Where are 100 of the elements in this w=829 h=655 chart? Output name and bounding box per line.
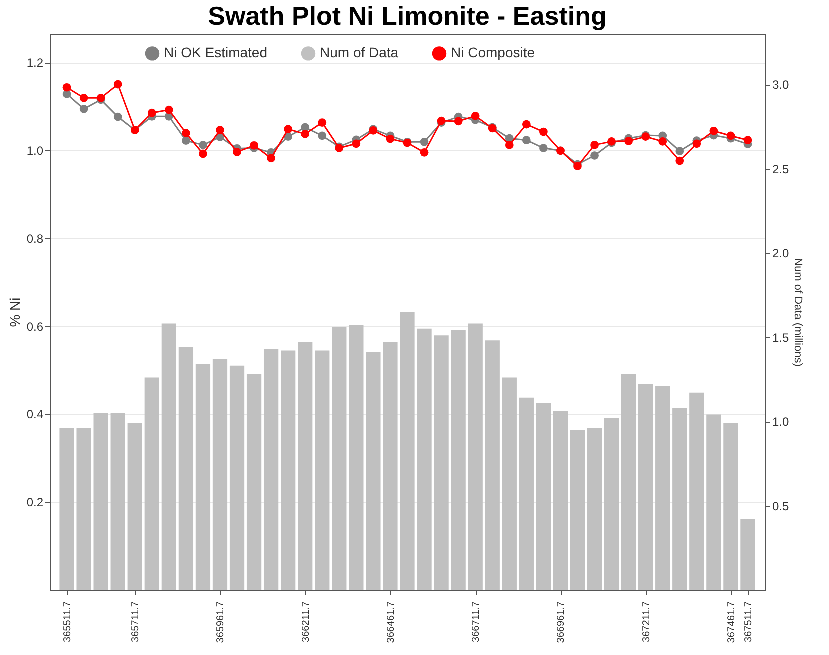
point [164,106,174,114]
point [590,141,599,150]
point [199,141,208,150]
y-tick-label: 1.2 [26,56,44,70]
bar [519,398,534,590]
point [267,154,276,163]
bar [451,330,466,590]
bar [128,423,142,590]
bar [536,402,552,590]
x-tick-label: 366711.7 [471,601,482,642]
bar [383,342,398,590]
bar [60,428,74,590]
point [301,130,310,138]
point [420,148,429,157]
point [216,126,224,134]
bar [417,328,432,590]
legend-label: Num of Data [320,44,399,61]
point [114,80,122,89]
bar [656,386,670,590]
point [420,138,429,146]
bar [246,374,262,590]
point [505,141,514,150]
bar [570,430,586,590]
point [540,128,548,136]
point [386,134,395,144]
y2-axis-title: Num of Data (millions) [792,258,804,367]
bar [638,384,654,590]
point [318,132,327,140]
bar [94,413,108,590]
bar [76,428,92,590]
y2-tick-label: 3.0 [772,78,790,92]
bar [332,327,347,590]
point [454,117,463,126]
y-tick-label: 0.2 [26,496,44,510]
bar [281,350,296,590]
point [676,156,684,166]
point [692,140,702,148]
y-tick-label: 0.8 [26,232,44,246]
point [590,152,599,160]
bar [621,374,636,590]
point [471,112,480,120]
point [284,125,293,134]
bar [672,408,688,590]
y2-tick-label: 0.5 [772,499,790,514]
point [726,132,736,140]
y2-tick-label: 2.5 [772,162,790,176]
point [318,118,327,127]
y-tick-label: 0.4 [26,408,44,422]
bar [162,324,176,590]
y2-tick-label: 1.0 [772,415,790,430]
bar [298,342,313,590]
x-tick-label: 367461.7 [726,601,738,644]
point [199,150,208,158]
point [148,108,156,118]
point [352,140,361,148]
bar [349,325,364,590]
bar [400,312,415,590]
point [80,94,88,102]
y2-tick-label: 2.0 [772,246,790,261]
y-tick-label: 1.0 [26,144,44,158]
point [540,144,548,152]
bar [434,336,449,590]
x-tick-label: 366961.7 [556,601,568,644]
y-tick-label: 0.6 [26,320,44,334]
bar [724,423,738,590]
x-tick-label: 365711.7 [130,601,142,642]
x-tick-label: 365961.7 [216,601,227,644]
point [62,83,72,92]
legend-label: Ni Composite [451,44,536,61]
bar [110,413,126,590]
x-tick-label: 366461.7 [386,601,397,644]
bar [587,428,602,590]
bar [468,324,483,590]
x-tick-label: 367211.7 [641,601,652,642]
point [80,104,88,114]
point [233,148,242,156]
bar [604,418,620,590]
point [710,126,718,136]
point [182,129,190,138]
point [182,136,190,145]
x-tick-label: 365511.7 [62,601,74,642]
x-tick-label: 366211.7 [300,601,312,642]
point [114,112,122,122]
bar [178,347,194,590]
point [676,147,684,156]
point [522,120,531,129]
bar [212,359,228,590]
bar [502,378,517,590]
point [250,141,258,150]
bar [690,392,704,590]
bar [315,350,330,590]
point [744,136,752,145]
bar [230,366,245,590]
bar [144,378,160,590]
bar [264,349,279,590]
point [522,136,531,145]
bar [553,411,568,590]
bar [485,340,500,590]
bar [740,519,756,590]
point [658,138,668,146]
